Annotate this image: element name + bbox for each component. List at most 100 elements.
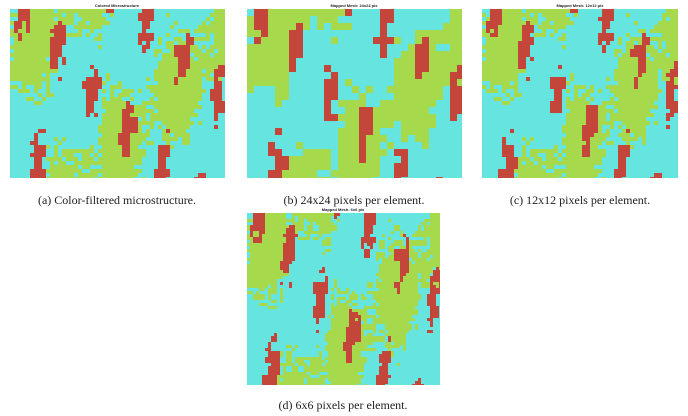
image-pixel	[283, 222, 286, 225]
image-pixel	[282, 163, 289, 170]
image-pixel	[250, 282, 253, 285]
image-pixel	[138, 13, 142, 17]
image-pixel	[658, 25, 662, 29]
image-pixel	[364, 306, 367, 309]
image-pixel	[554, 89, 558, 93]
image-pixel	[379, 288, 382, 291]
image-pixel	[42, 41, 46, 45]
image-pixel	[394, 276, 397, 279]
image-pixel	[283, 213, 286, 216]
image-pixel	[319, 351, 322, 354]
image-pixel	[550, 153, 554, 157]
image-pixel	[370, 216, 373, 219]
image-pixel	[578, 153, 582, 157]
image-pixel	[450, 79, 457, 86]
image-pixel	[338, 100, 345, 107]
image-pixel	[654, 121, 658, 125]
image-pixel	[618, 65, 622, 69]
image-pixel	[364, 339, 367, 342]
image-pixel	[358, 351, 361, 354]
image-pixel	[388, 315, 391, 318]
image-pixel	[182, 41, 186, 45]
image-pixel	[666, 9, 670, 13]
image-pixel	[430, 267, 433, 270]
image-pixel	[295, 372, 298, 375]
image-pixel	[337, 213, 340, 216]
image-pixel	[510, 57, 514, 61]
image-pixel	[439, 246, 440, 249]
image-pixel	[283, 261, 286, 264]
image-pixel	[382, 234, 385, 237]
image-pixel	[642, 37, 646, 41]
image-pixel	[186, 89, 190, 93]
image-pixel	[182, 53, 186, 57]
image-pixel	[130, 141, 134, 145]
image-pixel	[78, 149, 82, 153]
image-pixel	[406, 279, 409, 282]
image-pixel	[514, 89, 518, 93]
image-pixel	[345, 100, 352, 107]
image-pixel	[622, 101, 626, 105]
image-pixel	[98, 141, 102, 145]
image-pixel	[182, 69, 186, 73]
image-pixel	[268, 366, 271, 369]
image-pixel	[403, 249, 406, 252]
image-pixel	[352, 327, 355, 330]
image-pixel	[162, 133, 166, 137]
image-pixel	[301, 363, 304, 366]
image-pixel	[166, 137, 170, 141]
image-pixel	[262, 285, 265, 288]
image-pixel	[319, 366, 322, 369]
image-pixel	[130, 173, 134, 177]
image-pixel	[409, 276, 412, 279]
image-pixel	[316, 231, 319, 234]
image-pixel	[162, 121, 166, 125]
image-pixel	[38, 33, 42, 37]
image-pixel	[166, 105, 170, 109]
image-pixel	[22, 41, 26, 45]
image-pixel	[506, 169, 510, 173]
image-pixel	[367, 249, 370, 252]
image-pixel	[662, 61, 666, 65]
image-pixel	[280, 270, 283, 273]
image-pixel	[214, 21, 218, 25]
image-pixel	[18, 53, 22, 57]
image-pixel	[457, 86, 462, 93]
image-pixel	[436, 282, 439, 285]
image-pixel	[422, 100, 429, 107]
image-pixel	[403, 297, 406, 300]
image-pixel	[268, 149, 275, 156]
image-pixel	[670, 109, 674, 113]
image-pixel	[282, 170, 289, 177]
image-pixel	[289, 360, 292, 363]
image-pixel	[150, 97, 154, 101]
image-pixel	[421, 267, 424, 270]
image-pixel	[42, 53, 46, 57]
image-pixel	[650, 113, 654, 117]
image-pixel	[170, 45, 174, 49]
image-pixel	[98, 169, 102, 173]
image-pixel	[439, 255, 440, 258]
image-pixel	[26, 61, 30, 65]
image-pixel	[22, 9, 26, 13]
image-pixel	[337, 333, 340, 336]
image-pixel	[106, 137, 110, 141]
image-pixel	[174, 113, 178, 117]
image-pixel	[346, 330, 349, 333]
image-pixel	[436, 234, 439, 237]
image-pixel	[292, 231, 295, 234]
image-pixel	[421, 258, 424, 261]
image-pixel	[674, 105, 678, 109]
image-pixel	[558, 65, 562, 69]
image-pixel	[433, 291, 436, 294]
image-pixel	[46, 45, 50, 49]
image-pixel	[654, 25, 658, 29]
image-pixel	[450, 114, 457, 121]
image-pixel	[409, 291, 412, 294]
image-pixel	[162, 69, 166, 73]
image-pixel	[367, 324, 370, 327]
image-pixel	[214, 81, 218, 85]
image-pixel	[343, 327, 346, 330]
image-pixel	[352, 309, 355, 312]
image-pixel	[26, 17, 30, 21]
